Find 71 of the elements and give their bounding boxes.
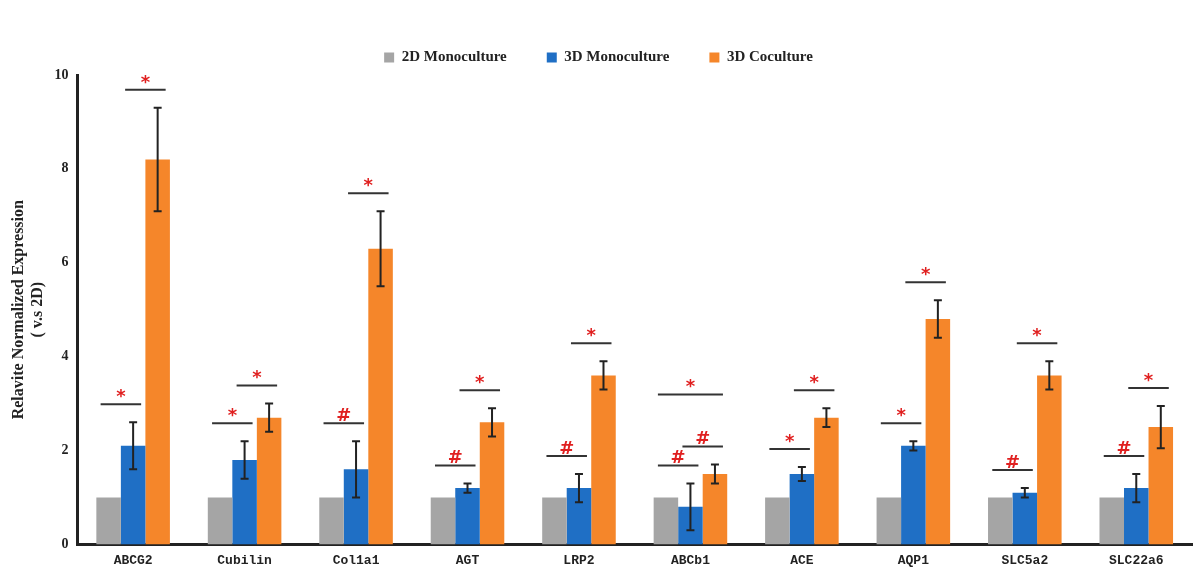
bar (901, 445, 926, 545)
annotation: * (586, 324, 597, 346)
annotation: * (475, 370, 486, 392)
bar (789, 473, 815, 545)
annotation: * (685, 375, 696, 397)
bar (232, 459, 257, 545)
legend-label: 2D Monoculture (401, 48, 508, 65)
annotation: * (1032, 324, 1043, 346)
bar (876, 497, 902, 545)
bar (319, 497, 344, 545)
x-tick-label: SLC22a6 (1108, 553, 1164, 569)
x-tick-label: LRP2 (563, 553, 595, 569)
bar (814, 417, 839, 545)
annotation: # (336, 403, 352, 425)
y-axis-title: Relavite Normalized Expression ( v.s 2D) (8, 199, 46, 420)
annotation: * (116, 385, 127, 407)
bar (1099, 497, 1125, 545)
x-tick-label: Col1a1 (332, 553, 380, 569)
annotation: * (809, 370, 820, 392)
annotation: # (447, 446, 463, 468)
x-tick-label: ABCb1 (670, 553, 711, 569)
bar (120, 445, 146, 545)
bar (455, 488, 480, 545)
bar (1012, 492, 1038, 545)
bar (1124, 488, 1149, 545)
bar (145, 159, 170, 545)
bar (1148, 427, 1174, 545)
annotation: * (140, 70, 151, 92)
annotation: # (1116, 436, 1132, 458)
x-tick-label: AQP1 (897, 553, 930, 569)
annotation: * (920, 262, 931, 284)
bar (479, 422, 505, 545)
x-tick-label: ABCG2 (113, 553, 153, 569)
bar (678, 506, 703, 545)
x-tick-label: AGT (455, 553, 480, 569)
annotation: # (695, 427, 711, 449)
y-tick-label: 4 (61, 348, 69, 364)
bar (1037, 375, 1062, 545)
bar (256, 417, 282, 545)
bar (702, 473, 728, 545)
annotation: * (896, 403, 907, 425)
bar (207, 497, 233, 545)
bar (566, 488, 592, 545)
bar (430, 497, 456, 545)
bar (542, 497, 567, 545)
annotation: # (670, 446, 686, 468)
y-tick-label: 8 (61, 160, 69, 176)
bar (591, 375, 616, 545)
annotation: * (252, 366, 263, 388)
annotation: * (363, 173, 374, 195)
y-tick-label: 2 (61, 442, 69, 458)
annotation: # (1005, 450, 1021, 472)
y-tick-label: 6 (61, 254, 69, 270)
bar (925, 319, 951, 545)
annotation: # (559, 436, 575, 458)
x-tick-label: ACE (790, 553, 814, 569)
x-tick-label: SLC5a2 (1001, 553, 1049, 569)
x-tick-label: Cubilin (217, 553, 273, 569)
legend-label: 3D Coculture (726, 48, 814, 65)
y-tick-label: 10 (54, 66, 69, 82)
y-tick-label: 0 (61, 536, 69, 552)
annotation: * (227, 403, 238, 425)
bar (343, 469, 369, 545)
annotation: * (784, 429, 795, 451)
bar (368, 248, 393, 545)
legend-label: 3D Monoculture (564, 48, 670, 65)
bar (988, 497, 1013, 545)
annotation: * (1143, 368, 1154, 390)
bar (765, 497, 790, 545)
bar (653, 497, 679, 545)
bar (96, 497, 121, 545)
